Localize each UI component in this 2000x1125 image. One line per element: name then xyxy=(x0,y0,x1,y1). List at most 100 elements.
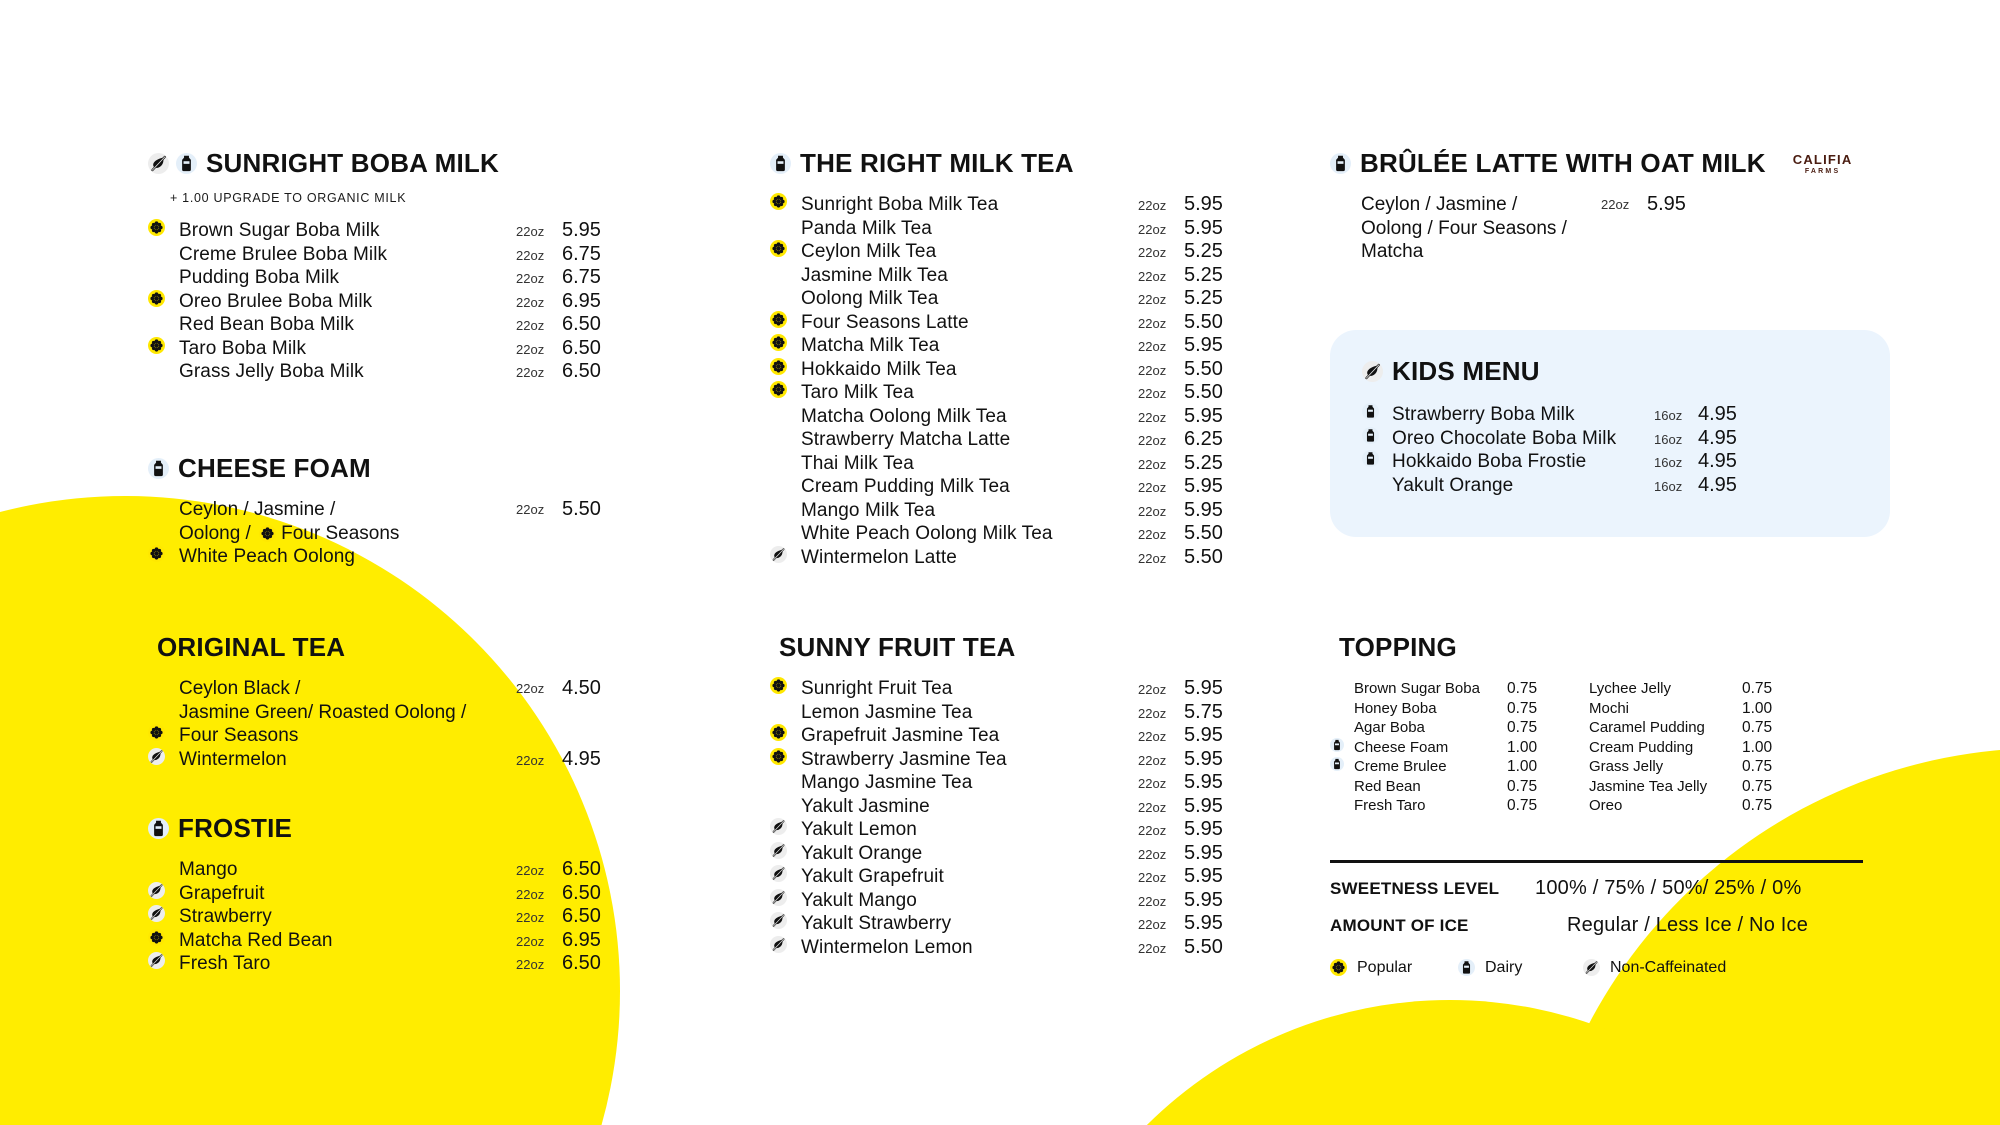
legend-label: Popular xyxy=(1357,958,1413,976)
item-name: Ceylon / Jasmine / Oolong / Four Seasons… xyxy=(1361,193,1601,264)
topping-row: Red Bean 0.75 xyxy=(1330,777,1565,797)
item-size: 22oz xyxy=(1138,292,1167,307)
item-name: Hokkaido Boba Frostie xyxy=(1392,451,1587,472)
item-icon-slot xyxy=(148,905,179,922)
topping-column-right: Lychee Jelly 0.75 Mochi 1.00 Caramel Pudding… xyxy=(1565,679,1800,816)
brand-subtitle: FARMS xyxy=(1804,167,1841,175)
item-name: Oreo Brulee Boba Milk xyxy=(179,290,373,312)
item-size: 22oz xyxy=(516,271,545,286)
item-icon-slot xyxy=(148,243,179,260)
no-icon-spacer xyxy=(770,287,787,304)
item-icon-slot xyxy=(148,858,179,875)
item-size: 22oz xyxy=(516,752,545,768)
item-name: Four Seasons Latte xyxy=(801,311,969,333)
topping-icon-slot xyxy=(1565,777,1589,791)
section-header: KIDS MENU xyxy=(1330,356,1890,387)
list-item: Strawberry Boba Milk 16oz 4.95 xyxy=(1362,403,1890,427)
item-name: Sunright Fruit Tea xyxy=(801,678,953,699)
item-price: 4.95 xyxy=(1698,450,1737,472)
item-size: 22oz xyxy=(1138,362,1167,378)
brand-name: CALIFIA xyxy=(1792,151,1853,167)
item-price: 6.75 xyxy=(562,242,601,265)
list-item: Yakult Lemon 22oz 5.95 xyxy=(770,818,1240,842)
item-name: Mango xyxy=(179,859,238,880)
no-icon-spacer xyxy=(148,243,165,260)
item-price: 5.95 xyxy=(1184,216,1223,239)
list-item: Grapefruit 22oz 6.50 xyxy=(148,881,618,906)
item-icon-slot xyxy=(770,475,801,492)
item-size: 22oz xyxy=(1138,870,1167,885)
no-icon-spacer xyxy=(1565,738,1579,752)
topping-name: Cream Pudding xyxy=(1589,738,1694,756)
no-icon-spacer xyxy=(1330,796,1344,810)
topping-row: Lychee Jelly 0.75 xyxy=(1565,679,1800,699)
item-name: Strawberry Matcha Latte xyxy=(801,429,1011,450)
list-item: Ceylon Milk Tea 22oz 5.25 xyxy=(770,240,1240,264)
dairy-icon xyxy=(770,153,791,174)
list-item: Hokkaido Boba Frostie 16oz 4.95 xyxy=(1362,450,1890,474)
list-item: Taro Milk Tea 22oz 5.50 xyxy=(770,381,1240,405)
dairy-icon xyxy=(176,153,197,174)
flavor-line-1: Ceylon / Jasmine / xyxy=(1361,194,1518,215)
item-name: Creme Brulee Boba Milk xyxy=(179,243,388,265)
popular-icon xyxy=(770,747,787,765)
item-icon-slot xyxy=(770,545,801,563)
popular-icon xyxy=(148,336,165,354)
item-name: Thai Milk Tea xyxy=(801,452,914,474)
item-size: 22oz xyxy=(516,365,545,380)
no-icon-spacer xyxy=(1565,777,1579,791)
no-icon-spacer xyxy=(770,795,787,812)
item-icon-slot xyxy=(148,747,179,765)
section-title: KIDS MENU xyxy=(1392,356,1540,386)
non-caffeinated-icon xyxy=(770,935,787,953)
item-name: Ceylon Milk Tea xyxy=(801,241,937,262)
item-size: 22oz xyxy=(1138,823,1167,838)
section-icon-group xyxy=(148,818,169,839)
item-size: 22oz xyxy=(1138,503,1167,519)
list-item: Hokkaido Milk Tea 22oz 5.50 xyxy=(770,357,1240,382)
item-name: Sunright Boba Milk Tea xyxy=(801,194,999,215)
item-name: Grass Jelly Boba Milk xyxy=(179,361,364,382)
item-name: Taro Boba Milk xyxy=(179,337,307,359)
item-price: 5.95 xyxy=(1184,498,1223,521)
item-name: Pudding Boba Milk xyxy=(179,267,340,288)
item-price: 5.25 xyxy=(1184,240,1223,262)
section-sunny-fruit-tea: SUNNY FRUIT TEA Sunright Fruit Tea 22oz 5.… xyxy=(770,632,1240,959)
item-name: White Peach Oolong xyxy=(179,546,356,567)
topping-name: Mochi xyxy=(1589,699,1630,717)
section-header: CHEESE FOAM xyxy=(148,453,618,484)
topping-price: 0.75 xyxy=(1507,777,1538,795)
section-title: BRÛLÉE LATTE WITH OAT MILK xyxy=(1360,148,1766,178)
section-brulee-latte: BRÛLÉE LATTE WITH OAT MILK CALIFIA FARMS… xyxy=(1330,148,1930,264)
list-item: White Peach Oolong Milk Tea 22oz 5.50 xyxy=(770,522,1240,546)
no-icon-spacer xyxy=(770,701,787,718)
non-caffeinated-icon xyxy=(148,153,169,174)
section-icon-group xyxy=(770,153,791,174)
item-name: Mango Milk Tea xyxy=(801,499,936,521)
popular-icon xyxy=(148,545,165,562)
no-icon-spacer xyxy=(1362,474,1379,491)
non-caffeinated-icon xyxy=(148,747,165,765)
item-size: 22oz xyxy=(1138,315,1167,331)
topping-name: Honey Boba xyxy=(1354,699,1437,717)
topping-row: Caramel Pudding 0.75 xyxy=(1565,718,1800,738)
list-item: Yakult Grapefruit 22oz 5.95 xyxy=(770,865,1240,889)
non-caffeinated-icon xyxy=(770,865,787,882)
flavor-line-2-suffix: Four Seasons xyxy=(281,522,400,544)
no-icon-spacer xyxy=(770,428,787,445)
list-item: Oreo Chocolate Boba Milk 16oz 4.95 xyxy=(1362,426,1890,451)
popular-icon xyxy=(770,334,787,351)
item-icon-slot xyxy=(148,881,179,899)
topping-row: Grass Jelly 0.75 xyxy=(1565,757,1800,777)
item-size: 22oz xyxy=(1138,386,1167,401)
topping-icon-slot xyxy=(1565,757,1589,771)
item-price: 5.50 xyxy=(1184,935,1223,958)
item-name: Yakult Strawberry xyxy=(801,913,952,934)
list-item: Ceylon Black / Jasmine Green/ Roasted Oo… xyxy=(148,677,618,724)
topping-price: 0.75 xyxy=(1507,680,1538,697)
item-icon-slot xyxy=(770,193,801,210)
item-size: 22oz xyxy=(516,681,545,696)
topping-price: 0.75 xyxy=(1742,758,1773,775)
item-price: 6.25 xyxy=(1184,428,1223,450)
